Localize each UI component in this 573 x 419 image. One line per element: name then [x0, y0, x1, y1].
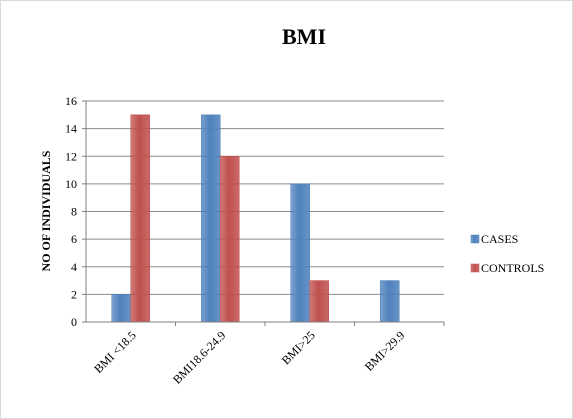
y-tick-label: 4 — [71, 260, 77, 274]
y-tick-label: 10 — [65, 177, 77, 191]
legend: CASES CONTROLS — [470, 232, 544, 275]
y-tick-label: 0 — [71, 315, 77, 329]
legend-label-controls: CONTROLS — [481, 261, 544, 275]
y-axis-title: NO OF INDIVIDUALS — [39, 150, 53, 271]
legend-swatch-controls — [470, 263, 480, 273]
bar-cases-1 — [201, 114, 221, 323]
y-tick-label: 12 — [65, 149, 77, 163]
bar-controls-2 — [309, 280, 329, 323]
legend-label-cases: CASES — [481, 232, 518, 246]
legend-swatch-cases — [470, 234, 480, 244]
x-tick-label: BMI>29.9 — [362, 328, 408, 374]
y-tick-label: 14 — [65, 122, 77, 136]
chart-title: BMI — [282, 24, 326, 49]
y-tick-label: 8 — [71, 205, 77, 219]
y-tick-label: 6 — [71, 232, 77, 246]
bars — [111, 114, 400, 323]
bar-cases-0 — [111, 294, 131, 323]
x-tick-label: BMI <18.5 — [91, 328, 139, 376]
bar-cases-3 — [380, 280, 400, 323]
bar-controls-1 — [220, 156, 240, 323]
bar-cases-2 — [290, 183, 310, 323]
y-tick-label: 2 — [71, 287, 77, 301]
y-tick-label: 16 — [65, 94, 77, 108]
bar-controls-0 — [130, 114, 150, 323]
x-tick-label: BMI>25 — [279, 328, 318, 367]
axes: 0 2 4 6 8 10 12 14 16 BMI <18.5 BMI18.6-24.9 BMI>25… — [65, 94, 445, 387]
x-tick-label: BMI18.6-24.9 — [170, 328, 228, 386]
